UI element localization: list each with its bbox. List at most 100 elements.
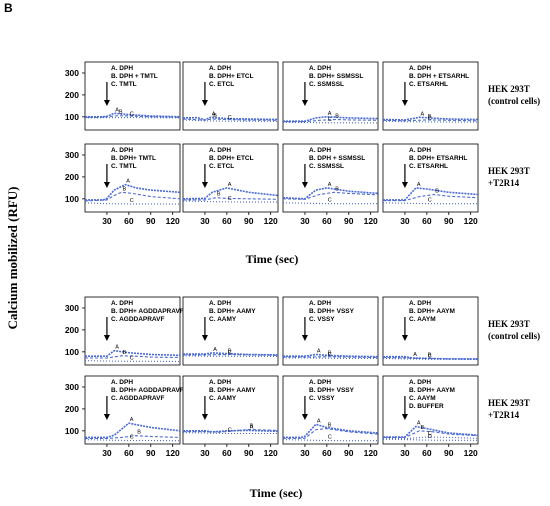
series-tag: B bbox=[119, 110, 123, 116]
series-line-a bbox=[283, 423, 379, 439]
series-line-b bbox=[85, 435, 181, 440]
legend-entry: B. DPH+ ETCL bbox=[209, 73, 254, 80]
legend-entry: C. VSSY bbox=[309, 395, 335, 402]
series-line-a bbox=[85, 112, 181, 118]
legend-entry: B. DPH+ ETCL bbox=[209, 155, 254, 162]
panel-frame bbox=[84, 375, 181, 445]
x-tick-label: 120 bbox=[166, 448, 180, 458]
series-line-c bbox=[382, 357, 479, 361]
series-line-b bbox=[85, 355, 181, 359]
series-tag: C bbox=[328, 352, 332, 358]
legend-entry: C. ETSARHL bbox=[409, 163, 448, 170]
series-line-a bbox=[283, 353, 379, 358]
legend-entry: B. DPH+ TMTL bbox=[111, 155, 156, 162]
panel-frame bbox=[382, 375, 479, 445]
series-tag: D bbox=[428, 434, 432, 440]
x-tick-label: 120 bbox=[364, 448, 378, 458]
series-tag: B bbox=[435, 189, 439, 195]
x-tick-label: 30 bbox=[400, 216, 410, 226]
series-tag: C bbox=[130, 198, 134, 204]
legend-entry: B. DPH+ SSMSSL bbox=[309, 73, 363, 80]
series-line-d bbox=[382, 438, 478, 441]
series-tag: A bbox=[212, 111, 216, 117]
row-label: HEK 293T bbox=[488, 398, 530, 408]
series-line-c bbox=[182, 432, 278, 435]
series-tag: C bbox=[428, 198, 432, 204]
series-tag: C bbox=[328, 435, 332, 441]
series-tag: B bbox=[328, 351, 332, 357]
series-line-c bbox=[282, 202, 378, 205]
series-tag: B bbox=[137, 430, 141, 436]
legend-entry: C. VSSY bbox=[309, 316, 335, 323]
x-tick-label: 120 bbox=[264, 448, 278, 458]
series-line-c bbox=[182, 200, 278, 203]
series-tag: A bbox=[317, 418, 321, 424]
series-tag: C bbox=[228, 196, 232, 202]
series-line-c bbox=[182, 355, 278, 357]
series-line-b bbox=[282, 191, 379, 200]
panel-frame bbox=[182, 143, 279, 213]
legend-entry: A. DPH bbox=[409, 65, 431, 72]
x-tick-label: 120 bbox=[166, 216, 180, 226]
x-tick-label: 60 bbox=[422, 216, 432, 226]
series-tag: C bbox=[130, 355, 134, 361]
legend-entry: B. DPH+ AAMY bbox=[209, 308, 256, 315]
legend-entry: C. AAMY bbox=[209, 395, 237, 402]
legend-entry: C. ETCL bbox=[209, 163, 234, 170]
x-tick-label: 30 bbox=[102, 216, 112, 226]
legend-entry: A. DPH bbox=[309, 300, 331, 307]
legend-entry: A. DPH bbox=[209, 65, 231, 72]
series-tag: B bbox=[428, 114, 432, 120]
series-line-c bbox=[84, 202, 181, 205]
down-arrow-head bbox=[201, 182, 208, 188]
series-tag: C bbox=[428, 431, 432, 437]
series-line-b bbox=[84, 191, 181, 202]
legend-entry: C. TMTL bbox=[111, 163, 137, 170]
series-line-b bbox=[183, 353, 279, 356]
x-tick-label: 90 bbox=[444, 216, 454, 226]
legend-entry: A. DPH bbox=[111, 300, 133, 307]
series-tag: C bbox=[328, 198, 332, 204]
row-label: (control cells) bbox=[488, 96, 540, 106]
series-tag: C bbox=[228, 350, 232, 356]
x-tick-label: 60 bbox=[322, 216, 332, 226]
x-tick-label: 60 bbox=[124, 216, 134, 226]
series-tag: C bbox=[130, 112, 134, 118]
down-arrow-head bbox=[301, 414, 308, 420]
series-line-b bbox=[182, 118, 279, 121]
down-arrow-head bbox=[103, 335, 110, 341]
legend-entry: A. DPH bbox=[111, 147, 133, 154]
down-arrow-head bbox=[103, 182, 110, 188]
series-tag: A bbox=[417, 421, 421, 427]
series-line-b bbox=[283, 118, 379, 123]
series-tag: A bbox=[115, 107, 119, 113]
x-tick-label: 60 bbox=[322, 448, 332, 458]
x-axis-title-bottom: Time (sec) bbox=[250, 486, 303, 500]
down-arrow-head bbox=[201, 100, 208, 106]
panel-frame bbox=[282, 143, 379, 213]
series-line-a bbox=[85, 422, 181, 439]
legend-entry: B. DPH+ AGDDAPRAVF bbox=[111, 308, 184, 315]
series-line-a bbox=[283, 115, 379, 122]
x-tick-label: 90 bbox=[444, 448, 454, 458]
x-tick-label: 90 bbox=[146, 448, 156, 458]
series-tag: A bbox=[328, 111, 332, 117]
legend-entry: C. AGDDAPRAVF bbox=[111, 316, 164, 323]
series-line-c bbox=[282, 439, 378, 442]
series-line-a bbox=[282, 187, 379, 200]
series-tag: B bbox=[217, 192, 221, 198]
series-tag: A bbox=[228, 182, 232, 188]
y-tick-label: 300 bbox=[65, 382, 79, 392]
x-tick-label: 120 bbox=[364, 216, 378, 226]
legend-entry: C. AAMY bbox=[209, 316, 237, 323]
legend-entry: B. DPH+ VSSY bbox=[309, 308, 355, 315]
